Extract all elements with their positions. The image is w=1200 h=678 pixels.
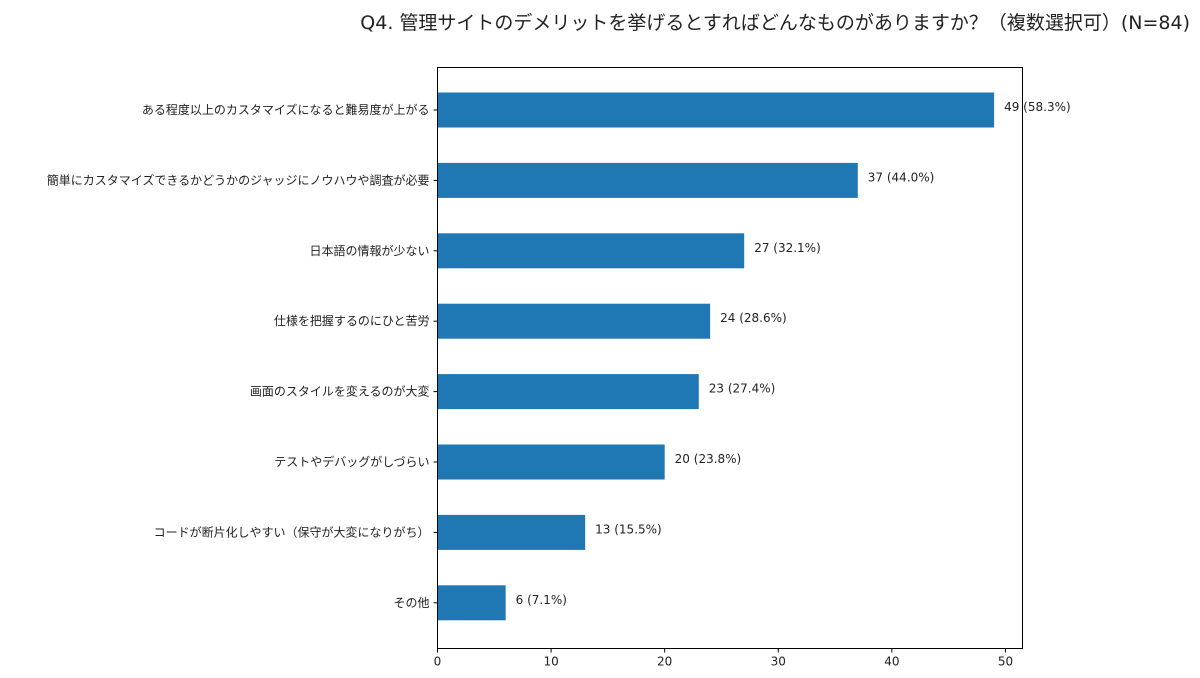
x-axis-ticks: 0 10 20 30 40 50 [434,648,1013,669]
bar [437,514,586,550]
y-tick-label: 日本語の情報が少ない [309,243,429,258]
x-tick-label: 0 [434,655,442,669]
bar [437,585,506,621]
data-label: 6 (7.1%) [516,593,567,607]
y-tick-label: テストやデバッグがしづらい [274,454,429,469]
x-tick-label: 10 [543,655,558,669]
data-label: 49 (58.3%) [1004,100,1071,114]
bar [437,374,699,410]
bar [437,162,858,198]
x-tick-label: 40 [884,655,899,669]
data-label: 20 (23.8%) [675,452,742,466]
x-tick-label: 30 [771,655,786,669]
bar [437,233,745,269]
plot-frame [437,67,1023,649]
y-tick-label: 画面のスタイルを変えるのが大変 [250,384,430,399]
data-label: 13 (15.5%) [595,522,662,536]
data-label: 27 (32.1%) [754,241,821,255]
bars-layer [437,92,995,621]
chart-title: Q4. 管理サイトのデメリットを挙げるとすればどんなものがありますか？（複数選択… [360,12,1190,34]
y-axis-ticks: ある程度以上のカスタマイズになると難易度が上がる簡単にカスタマイズできるかどうか… [47,102,438,610]
data-label: 24 (28.6%) [720,311,787,325]
data-labels: 49 (58.3%) 37 (44.0%) 27 (32.1%) 24 (28.6%)… [516,100,1071,607]
bar [437,444,665,480]
y-tick-label: その他 [393,596,429,610]
x-tick-label: 50 [998,655,1013,669]
x-tick-label: 20 [657,655,672,669]
y-tick-label: 仕様を把握するのにひと苦労 [274,313,430,328]
y-tick-label: 簡単にカスタマイズできるかどうかのジャッジにノウハウや調査が必要 [47,172,430,187]
data-label: 23 (27.4%) [709,382,776,396]
y-tick-label: コードが断片化しやすい（保守が大変になりがち） [154,524,430,539]
bar [437,92,995,128]
y-tick-label: ある程度以上のカスタマイズになると難易度が上がる [142,102,430,117]
bar [437,303,711,339]
data-label: 37 (44.0%) [868,170,935,184]
